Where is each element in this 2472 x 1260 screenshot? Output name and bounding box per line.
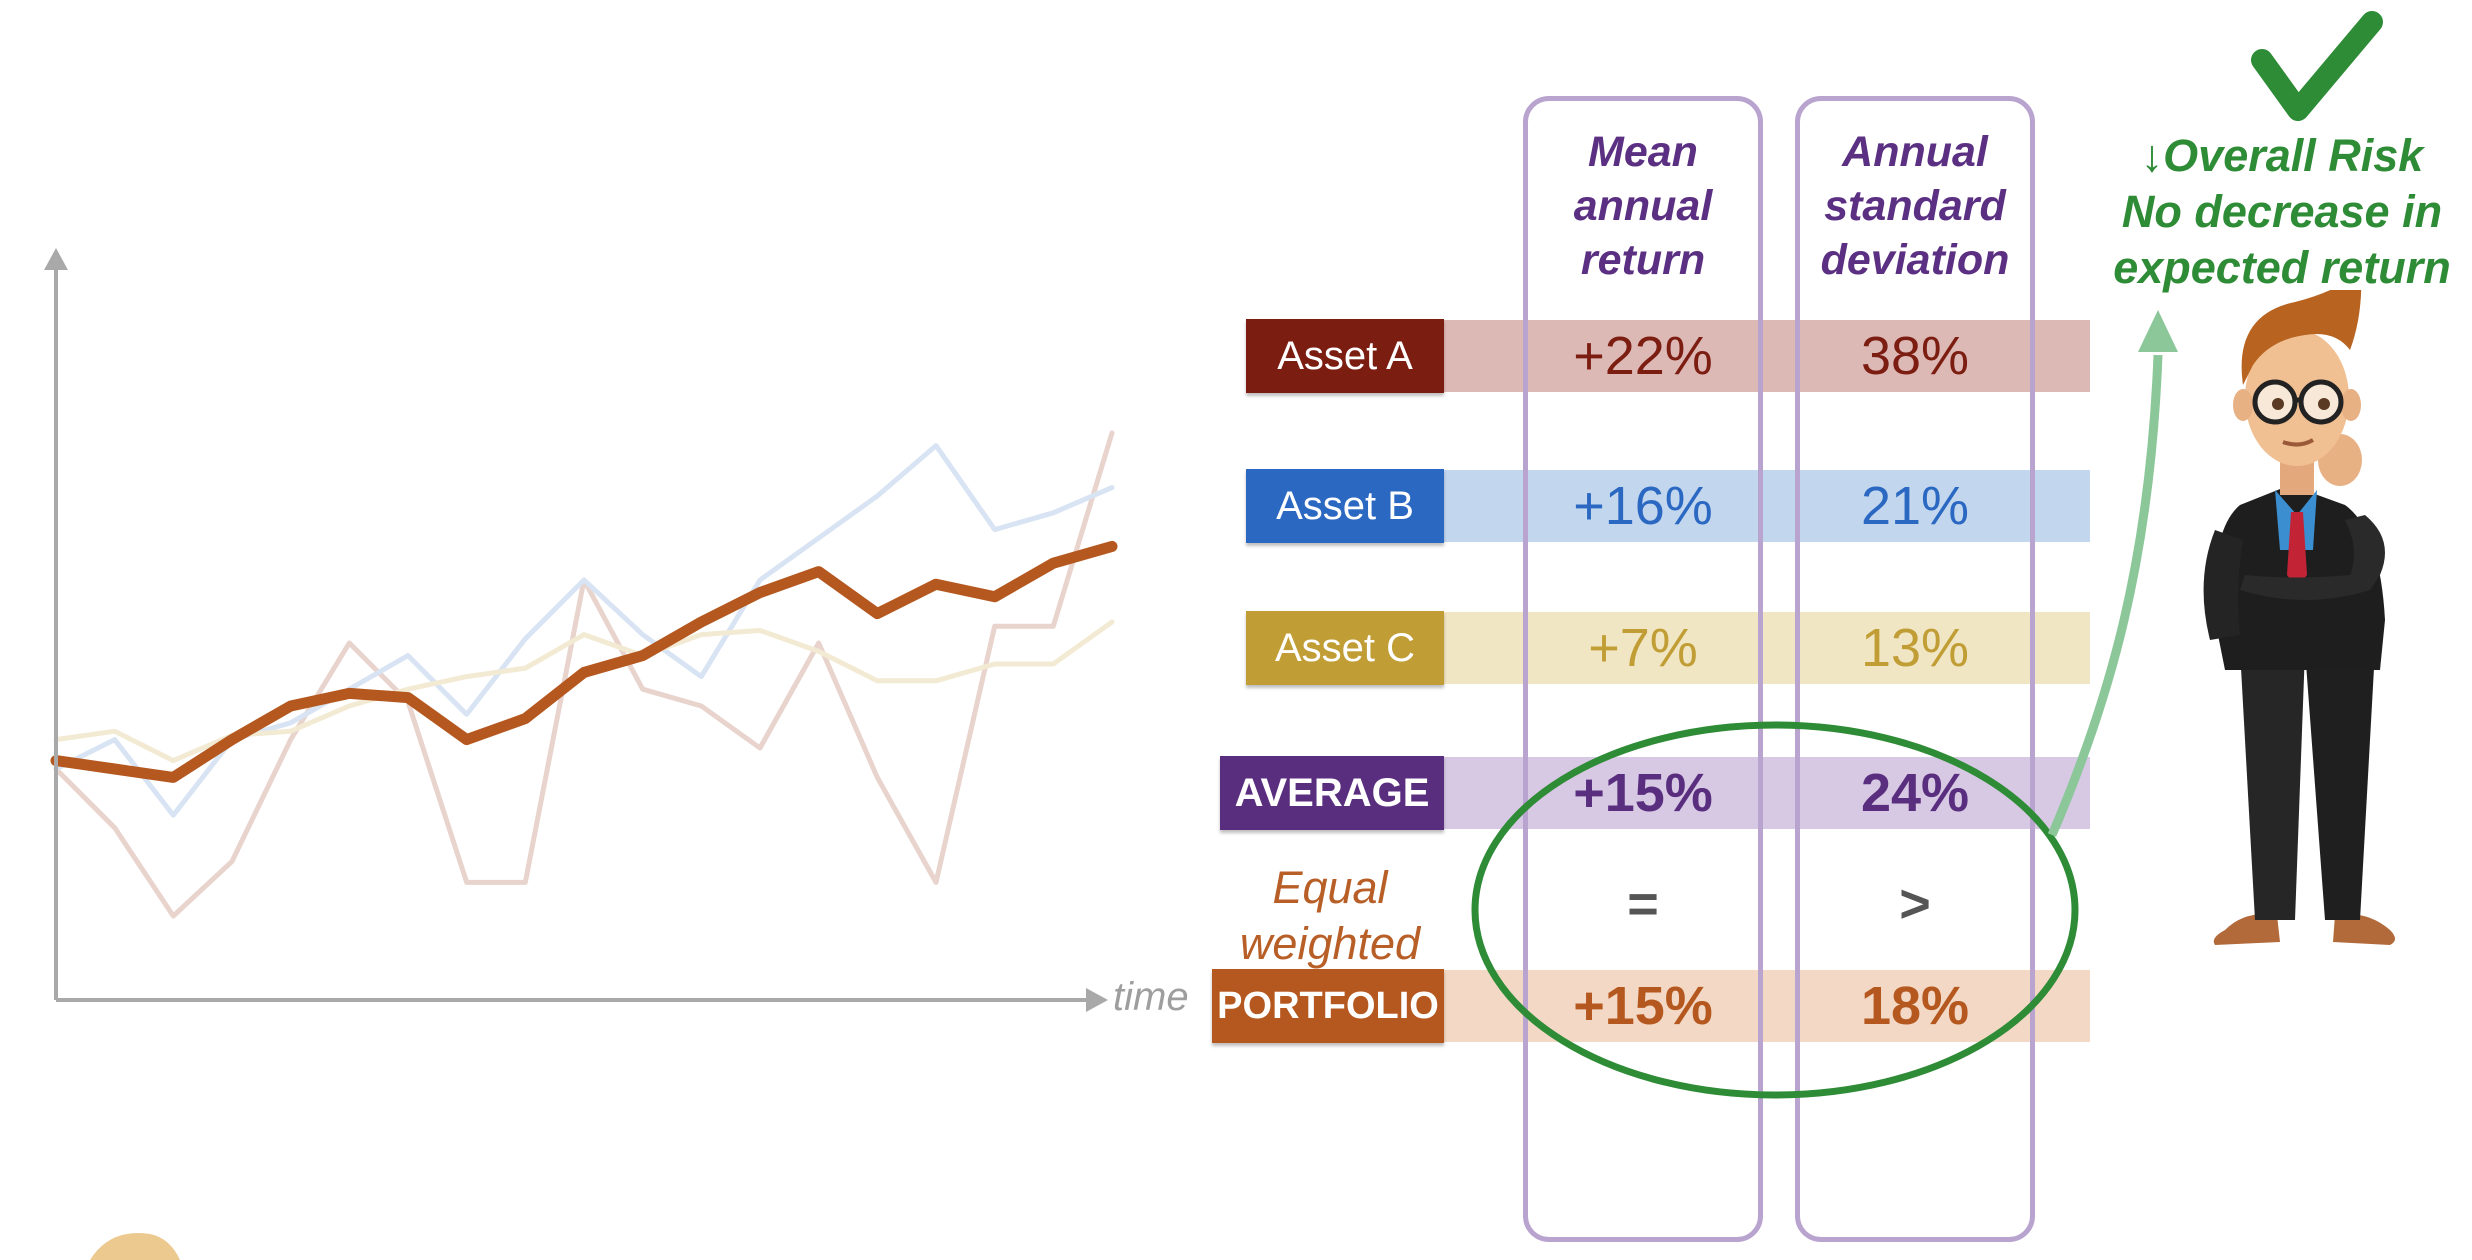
row-label-portfolio: PORTFOLIO [1212,969,1444,1043]
column-header-mean: Mean annual return [1528,125,1758,287]
value-asset-c-std: 13% [1860,618,1970,678]
series-line-portfolio [50,540,1118,783]
column-header-std: Annual standard deviation [1800,125,2030,287]
x-axis-label: time [1113,975,1189,1019]
row-label-asset-c: Asset C [1246,611,1444,685]
band-asset-c [1440,612,2090,684]
conclusion-line: ↓Overall Risk [2140,130,2424,181]
equal-weighted-line: Equal [1272,862,1388,913]
row-label-asset-b: Asset B [1246,469,1444,543]
value-portfolio-std: 18% [1860,976,1970,1036]
value-asset-b-std: 21% [1860,476,1970,536]
highlight-ellipse [1471,721,2079,1099]
row-label-asset-a: Asset A [1246,319,1444,393]
chart-lines [50,430,1118,919]
value-portfolio-mean: +15% [1573,976,1713,1036]
y-axis-arrow [44,248,68,270]
value-average-mean: +15% [1573,763,1713,823]
band-asset-b [1440,470,2090,542]
comparison-mean: = [1627,874,1659,934]
checkmark-icon [2251,11,2383,121]
value-average-std: 24% [1860,763,1970,823]
column-frame-mean [1523,96,1763,1242]
conclusion-line: No decrease in [2121,186,2443,237]
equal-weighted-note: Equal weighted [1210,860,1450,972]
value-asset-b-mean: +16% [1573,476,1713,536]
businessman-icon [2203,290,2395,945]
line-chart [44,248,1118,1012]
column-header-std-line: deviation [1820,236,2010,284]
value-asset-a-std: 38% [1860,326,1970,386]
column-header-mean-line: annual [1573,182,1713,230]
x-axis-arrow [1086,988,1108,1012]
conclusion-text: ↓Overall Risk No decrease in expected re… [2092,128,2472,296]
row-label-average: AVERAGE [1220,756,1444,830]
conclusion-line: expected return [2113,242,2451,293]
risk-arrow [2047,354,2163,837]
value-asset-a-mean: +22% [1573,326,1713,386]
column-frame-std [1795,96,2035,1242]
comparison-std: > [1899,874,1931,934]
column-header-std-line: standard [1824,182,2006,230]
risk-arrow-head [2138,310,2178,352]
equal-weighted-line: weighted [1239,918,1421,969]
value-asset-c-mean: +7% [1588,618,1698,678]
decoration-shape [90,1233,180,1260]
column-header-mean-line: return [1580,236,1706,284]
column-header-std-line: Annual [1842,128,1988,176]
band-asset-a [1440,320,2090,392]
column-header-mean-line: Mean [1588,128,1698,176]
